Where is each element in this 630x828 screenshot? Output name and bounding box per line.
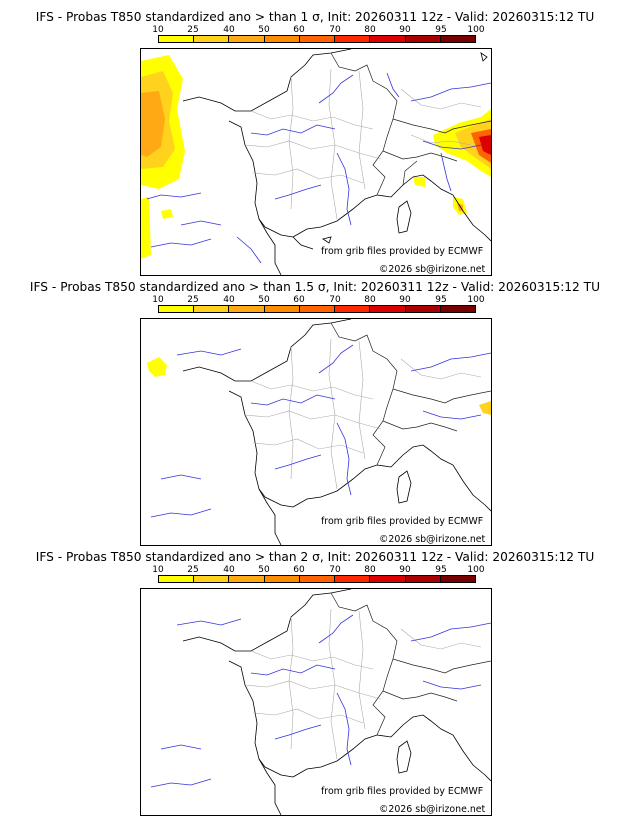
legend-color-bar bbox=[158, 575, 476, 583]
legend-label: 95 bbox=[435, 295, 447, 305]
legend-swatch bbox=[264, 576, 300, 582]
map-frame: from grib files provided by ECMWF ©2026 … bbox=[140, 48, 492, 276]
legend-swatch bbox=[229, 36, 265, 42]
legend-swatch bbox=[370, 576, 406, 582]
islands bbox=[322, 52, 488, 244]
legend-label: 70 bbox=[329, 295, 341, 305]
legend-label: 60 bbox=[293, 25, 305, 35]
rivers bbox=[146, 72, 491, 264]
legend-labels: 10 25 40 50 60 70 80 90 95 100 bbox=[142, 565, 490, 575]
legend-label: 50 bbox=[258, 25, 270, 35]
legend-label: 80 bbox=[364, 295, 376, 305]
legend-labels: 10 25 40 50 60 70 80 90 95 100 bbox=[142, 295, 490, 305]
country-borders bbox=[330, 52, 491, 196]
regional-borders bbox=[244, 338, 482, 490]
coastlines bbox=[182, 319, 491, 545]
legend-label: 80 bbox=[364, 565, 376, 575]
map-svg bbox=[141, 49, 491, 275]
legend-swatch bbox=[159, 36, 195, 42]
legend-swatch bbox=[159, 306, 195, 312]
legend-swatch bbox=[440, 36, 475, 42]
legend-swatch bbox=[335, 576, 371, 582]
legend-labels: 10 25 40 50 60 70 80 90 95 100 bbox=[142, 25, 490, 35]
legend-swatch bbox=[229, 576, 265, 582]
legend-swatch bbox=[335, 36, 371, 42]
map-svg bbox=[150, 589, 491, 815]
legend-swatch bbox=[299, 576, 336, 582]
legend-swatch bbox=[405, 306, 441, 312]
legend-label: 80 bbox=[364, 25, 376, 35]
legend-color-bar bbox=[158, 35, 476, 43]
map-frame: from grib files provided by ECMWF ©2026 … bbox=[140, 588, 492, 816]
legend-label: 40 bbox=[223, 565, 235, 575]
regional-borders bbox=[244, 68, 482, 220]
regional-borders bbox=[244, 608, 482, 760]
legend-swatch bbox=[370, 36, 406, 42]
source-note: from grib files provided by ECMWF bbox=[321, 516, 484, 527]
copyright: ©2026 sb@irizone.net bbox=[379, 264, 486, 275]
legend-label: 25 bbox=[187, 295, 199, 305]
legend-label: 90 bbox=[399, 25, 411, 35]
legend-label: 40 bbox=[223, 295, 235, 305]
legend-label: 50 bbox=[258, 295, 270, 305]
coastlines bbox=[182, 589, 491, 815]
rivers bbox=[150, 344, 491, 518]
legend-swatch bbox=[440, 306, 475, 312]
legend-swatch bbox=[299, 306, 336, 312]
legend-swatch bbox=[194, 576, 230, 582]
legend-swatch bbox=[440, 576, 475, 582]
map-svg bbox=[147, 319, 491, 545]
legend-label: 90 bbox=[399, 295, 411, 305]
country-borders bbox=[330, 322, 491, 466]
probability-area-east bbox=[479, 401, 491, 415]
legend-label: 95 bbox=[435, 25, 447, 35]
legend-swatch bbox=[299, 36, 336, 42]
panel-title: IFS - Probas T850 standardized ano > tha… bbox=[35, 550, 595, 564]
rivers bbox=[150, 614, 491, 788]
map-frame: from grib files provided by ECMWF ©2026 … bbox=[140, 318, 492, 546]
legend-label: 25 bbox=[187, 565, 199, 575]
probability-area-west bbox=[147, 357, 167, 377]
legend-swatch bbox=[229, 306, 265, 312]
legend-label: 50 bbox=[258, 565, 270, 575]
legend-label: 60 bbox=[293, 295, 305, 305]
legend-label: 40 bbox=[223, 25, 235, 35]
legend-swatch bbox=[194, 36, 230, 42]
legend-swatch bbox=[264, 36, 300, 42]
legend-color-bar bbox=[158, 305, 476, 313]
legend-label: 70 bbox=[329, 565, 341, 575]
copyright: ©2026 sb@irizone.net bbox=[379, 534, 486, 545]
legend-swatch bbox=[194, 306, 230, 312]
legend-label: 100 bbox=[467, 295, 485, 305]
legend-label: 95 bbox=[435, 565, 447, 575]
legend-label: 100 bbox=[467, 565, 485, 575]
source-note: from grib files provided by ECMWF bbox=[321, 246, 484, 257]
legend-swatch bbox=[335, 306, 371, 312]
legend-swatch bbox=[264, 306, 300, 312]
legend-swatch bbox=[405, 576, 441, 582]
legend-label: 90 bbox=[399, 565, 411, 575]
legend-swatch bbox=[370, 306, 406, 312]
legend-swatch bbox=[159, 576, 195, 582]
legend-label: 10 bbox=[152, 295, 164, 305]
legend-label: 25 bbox=[187, 25, 199, 35]
copyright: ©2026 sb@irizone.net bbox=[379, 804, 486, 815]
probability-area-west bbox=[141, 55, 185, 259]
source-note: from grib files provided by ECMWF bbox=[321, 786, 484, 797]
legend-label: 100 bbox=[467, 25, 485, 35]
legend-label: 10 bbox=[152, 25, 164, 35]
legend-label: 70 bbox=[329, 25, 341, 35]
probability-area-east bbox=[413, 109, 491, 215]
legend-label: 10 bbox=[152, 565, 164, 575]
legend-swatch bbox=[405, 36, 441, 42]
country-borders bbox=[330, 592, 491, 736]
coastlines bbox=[182, 49, 491, 275]
legend-label: 60 bbox=[293, 565, 305, 575]
panel-title: IFS - Probas T850 standardized ano > tha… bbox=[35, 10, 595, 24]
panel-title: IFS - Probas T850 standardized ano > tha… bbox=[29, 280, 601, 294]
